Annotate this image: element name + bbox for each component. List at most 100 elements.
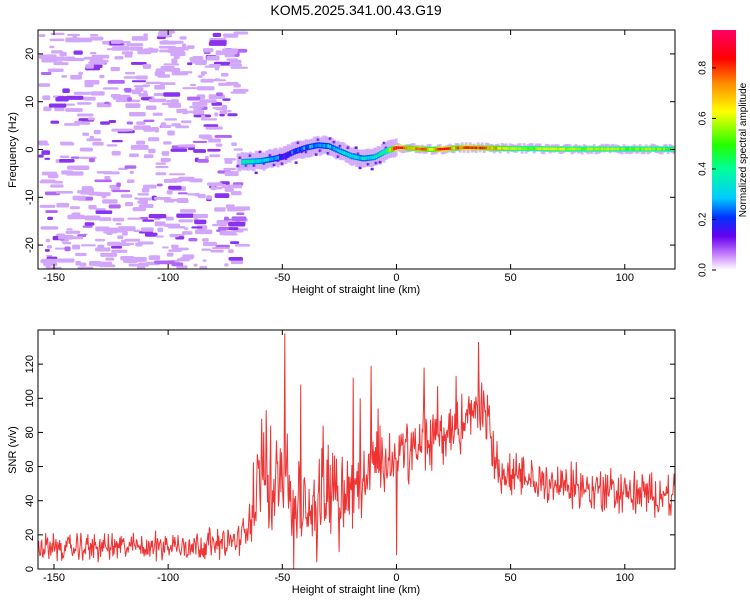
spectrogram-noise-cell [224, 158, 233, 164]
spectrogram-noise-cell [192, 140, 208, 143]
spectrogram-track-cell [359, 156, 362, 160]
spectrogram-noise-cell [70, 156, 80, 159]
spectrogram-track-cell [313, 144, 316, 148]
spectrogram-noise-cell [223, 167, 237, 171]
spectrogram-noise-cell [155, 68, 174, 72]
spectrogram-noise-cell [49, 38, 65, 42]
spectrogram-noise-cell [65, 108, 83, 112]
spectrogram-track-cell [559, 147, 562, 151]
spectrogram-track-cell [635, 147, 638, 151]
spectrogram-noise-cell [84, 215, 101, 221]
spectrogram-track-cell [269, 157, 272, 162]
spectrogram-noise-cell [40, 71, 52, 76]
spectrogram-noise-cell [133, 229, 141, 233]
spectrogram-noise-cell [44, 157, 51, 160]
spectrogram-track-cell [513, 147, 516, 150]
snr-x-axis-label: Height of straight line (km) [292, 584, 420, 596]
spectrogram-noise-cell [41, 150, 51, 155]
spectrogram-noise-cell [226, 227, 239, 231]
spectrogram-track-cell [363, 156, 366, 161]
spectrogram-track-cell [361, 156, 364, 161]
spectrogram-track-speckle [294, 161, 298, 164]
spectrogram-track-cell [305, 145, 308, 150]
spectrogram-noise-cell [151, 255, 157, 260]
spectrogram-noise-cell [216, 220, 232, 225]
spectrogram-noise-cell [173, 55, 180, 60]
spectrogram-noise-cell [80, 244, 96, 247]
spectrogram-track-speckle [318, 149, 322, 152]
spectrogram-noise-cell [128, 263, 145, 267]
spectrogram-track-cell [611, 147, 614, 151]
spectrogram-track-cell [561, 147, 564, 151]
spectrogram-noise-cell [223, 48, 239, 53]
spectrogram-noise-cell [202, 241, 217, 247]
spectrogram-track-cell [287, 152, 290, 157]
spectrogram-track-cell [539, 147, 542, 150]
spectrogram-noise-cell [126, 43, 144, 47]
snr-panel: -150 -100 -50 0 50 100 0 20 40 60 80 100 120 Height … [7, 329, 676, 596]
spectrogram-track-speckle [382, 141, 386, 145]
spectrogram-noise-cell [199, 265, 208, 269]
spectrogram-track-cell [245, 159, 248, 164]
spectrogram-noise-cell [210, 185, 216, 191]
spectrogram-noise-cell [212, 107, 219, 110]
spectrogram-track-halo [238, 153, 242, 172]
spectrogram-track-cell [347, 152, 350, 157]
spectrogram-track-cell [431, 148, 434, 151]
spectrogram-noise-cell [65, 56, 76, 62]
spectrogram-noise-cell [197, 75, 203, 78]
colorbar-ticks: 0.0 0.2 0.4 0.6 0.8 [698, 61, 716, 277]
spectrogram-noise-cell [166, 190, 173, 195]
spectrogram-track-cell [275, 156, 278, 160]
spectrogram-noise-cell [99, 217, 112, 222]
spectrogram-noise-cell [224, 263, 229, 267]
spectrogram-noise-cell [61, 75, 67, 78]
spectrogram-noise-cell [230, 91, 247, 94]
spectrogram-noise-cell [170, 99, 179, 104]
spectrogram-noise-cell [182, 112, 188, 115]
spectrogram-track-speckle [280, 162, 284, 165]
spectrogram-track-cell [535, 147, 538, 150]
spectrogram-noise-cell [145, 81, 163, 85]
snr-series-line [38, 333, 675, 569]
spectrogram-noise-cell [91, 54, 110, 59]
spectrogram-noise-cell [148, 148, 156, 154]
spectrogram-track-cell [551, 147, 554, 151]
spectrogram-track-cell [423, 147, 426, 151]
spectrogram-noise-cell [215, 143, 223, 147]
spectrogram-noise-cell [193, 213, 209, 219]
spectrogram-noise-cell [227, 110, 232, 113]
spectrogram-track-cell [419, 147, 422, 151]
spectrogram-track-cell [527, 147, 530, 150]
spectrogram-noise-cell [145, 105, 157, 110]
spectrogram-track-cell [279, 155, 282, 160]
spectrogram-noise-cell [232, 229, 244, 233]
spectrogram-frame [37, 29, 676, 270]
spectrogram-noise-cell [73, 50, 83, 55]
spectrogram-track-speckle [258, 150, 262, 154]
spectrogram-noise-cell [41, 258, 58, 262]
spectrogram-track-cell [599, 147, 602, 151]
spectrogram-track-cell [441, 147, 444, 151]
spectrogram-noise-cell [176, 213, 195, 218]
spectrogram-noise-cell [77, 102, 92, 105]
spectrogram-noise-cell [158, 30, 176, 34]
spectrogram-track-cell [459, 146, 462, 150]
spectrogram-noise-cell [200, 118, 218, 121]
spectrogram-track-cell [251, 159, 254, 164]
spectrogram-track-cell [621, 147, 624, 151]
spectrogram-noise-cell [85, 64, 94, 69]
spectrogram-noise-cell [124, 54, 133, 58]
spectrogram-track-cell [509, 147, 512, 150]
spectrogram-noise-cell [131, 36, 148, 41]
spectrogram-track-cell [639, 147, 642, 151]
spectrogram-noise-cell [161, 102, 175, 106]
spectrogram-track-speckle [314, 153, 318, 156]
spectrogram-noise-cell [89, 51, 97, 55]
spectrogram-track-cell [467, 146, 470, 149]
snr-x-tick-label: 50 [504, 572, 516, 584]
spectrogram-noise-cell [194, 219, 207, 225]
spectrogram-noise-cell [102, 199, 118, 204]
spectrogram-track-cell [505, 147, 508, 150]
spectrogram-track-cell [631, 147, 634, 151]
